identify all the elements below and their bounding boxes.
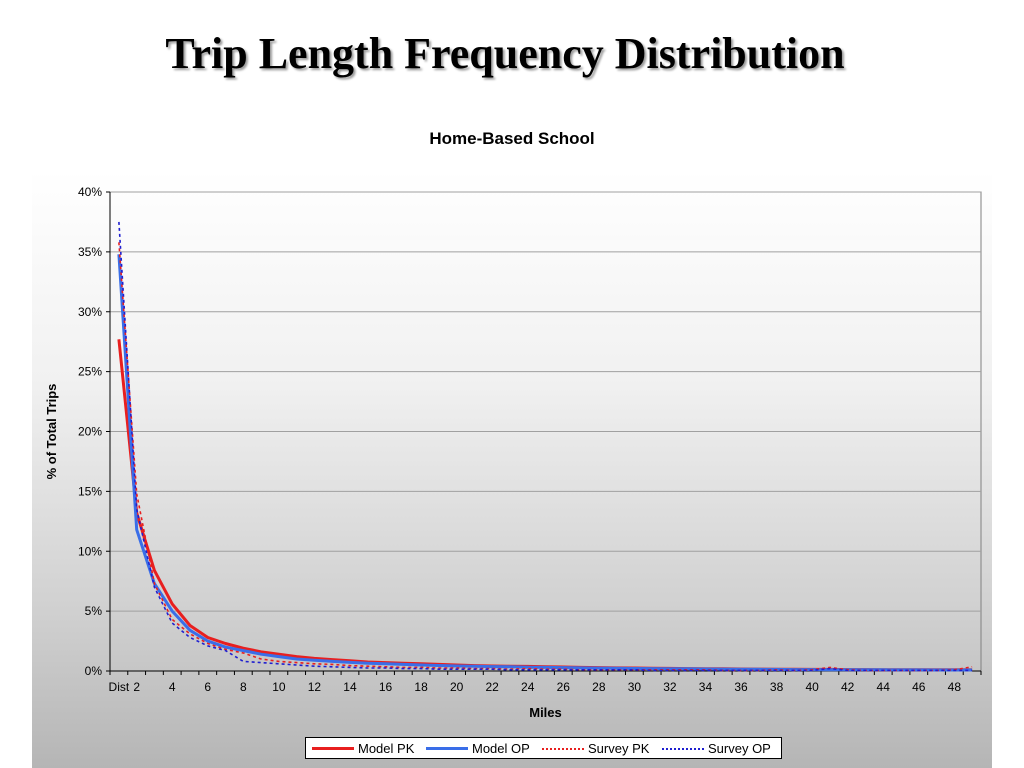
- axes: 0%5%10%15%20%25%30%35%40%Dist 2 4 6 8 10 12 14 1…: [78, 185, 982, 694]
- series-line-model-op: [117, 254, 973, 672]
- x-tick-label: 48: [948, 680, 962, 694]
- legend: Model PK Model OP Survey PK Survey OP: [305, 737, 782, 759]
- legend-item-model-pk: Model PK: [312, 741, 414, 756]
- y-tick-label: 5%: [85, 604, 103, 618]
- gridlines: [110, 191, 981, 612]
- x-tick-label: 16: [379, 680, 393, 694]
- legend-item-model-op: Model OP: [426, 741, 530, 756]
- x-tick-label: 2: [133, 680, 140, 694]
- x-tick-label: 36: [734, 680, 748, 694]
- x-tick-label: 40: [805, 680, 819, 694]
- y-axis-title: % of Total Trips: [44, 384, 59, 480]
- x-tick-label: 20: [450, 680, 464, 694]
- legend-swatch-survey-pk: [542, 747, 584, 750]
- x-tick-label: 24: [521, 680, 535, 694]
- x-tick-label: 10: [272, 680, 286, 694]
- legend-label-survey-op: Survey OP: [708, 741, 771, 756]
- y-tick-label: 0%: [85, 664, 103, 678]
- y-tick-label: 15%: [78, 484, 102, 498]
- legend-swatch-model-pk: [312, 747, 354, 750]
- x-tick-label: 22: [485, 680, 499, 694]
- y-tick-label: 30%: [78, 305, 102, 319]
- legend-swatch-model-op: [426, 747, 468, 750]
- legend-swatch-survey-op: [662, 747, 704, 750]
- series-lines: [117, 221, 973, 672]
- x-tick-label: Dist: [109, 680, 130, 694]
- chart-svg: 0%5%10%15%20%25%30%35%40%Dist 2 4 6 8 10 12 14 1…: [44, 185, 982, 720]
- y-tick-label: 25%: [78, 365, 102, 379]
- x-tick-label: 8: [240, 680, 247, 694]
- legend-label-model-op: Model OP: [472, 741, 530, 756]
- legend-label-model-pk: Model PK: [358, 741, 415, 756]
- x-tick-label: 26: [557, 680, 571, 694]
- y-tick-label: 40%: [78, 185, 102, 199]
- legend-item-survey-op: Survey OP: [662, 741, 771, 756]
- series-line-survey-pk: [118, 242, 973, 672]
- x-tick-label: 12: [308, 680, 322, 694]
- chart-title: Home-Based School: [429, 129, 595, 148]
- y-tick-label: 10%: [78, 544, 102, 558]
- chart-area: 0% 5% 10% 15% 20% 25% 30% 35% 40% Dist 2 4 6 8 10 12 14 1…: [32, 170, 992, 768]
- x-tick-label: 44: [877, 680, 891, 694]
- slide-title: Trip Length Frequency Distribution: [165, 29, 845, 78]
- series-line-survey-op: [118, 221, 973, 672]
- y-tick-label: 20%: [78, 425, 102, 439]
- x-tick-label: 18: [414, 680, 428, 694]
- x-axis-title: Miles: [529, 705, 562, 720]
- x-tick-label: 28: [592, 680, 606, 694]
- x-tick-label: 30: [628, 680, 642, 694]
- x-tick-label: 14: [343, 680, 357, 694]
- x-tick-label: 38: [770, 680, 784, 694]
- series-line-model-pk: [117, 339, 973, 672]
- x-tick-label: 42: [841, 680, 855, 694]
- x-tick-label: 4: [169, 680, 176, 694]
- x-tick-label: 46: [912, 680, 926, 694]
- legend-label-survey-pk: Survey PK: [588, 741, 650, 756]
- x-tick-label: 34: [699, 680, 713, 694]
- x-tick-label: 6: [204, 680, 211, 694]
- y-tick-label: 35%: [78, 245, 102, 259]
- legend-item-survey-pk: Survey PK: [542, 741, 649, 756]
- x-tick-label: 32: [663, 680, 677, 694]
